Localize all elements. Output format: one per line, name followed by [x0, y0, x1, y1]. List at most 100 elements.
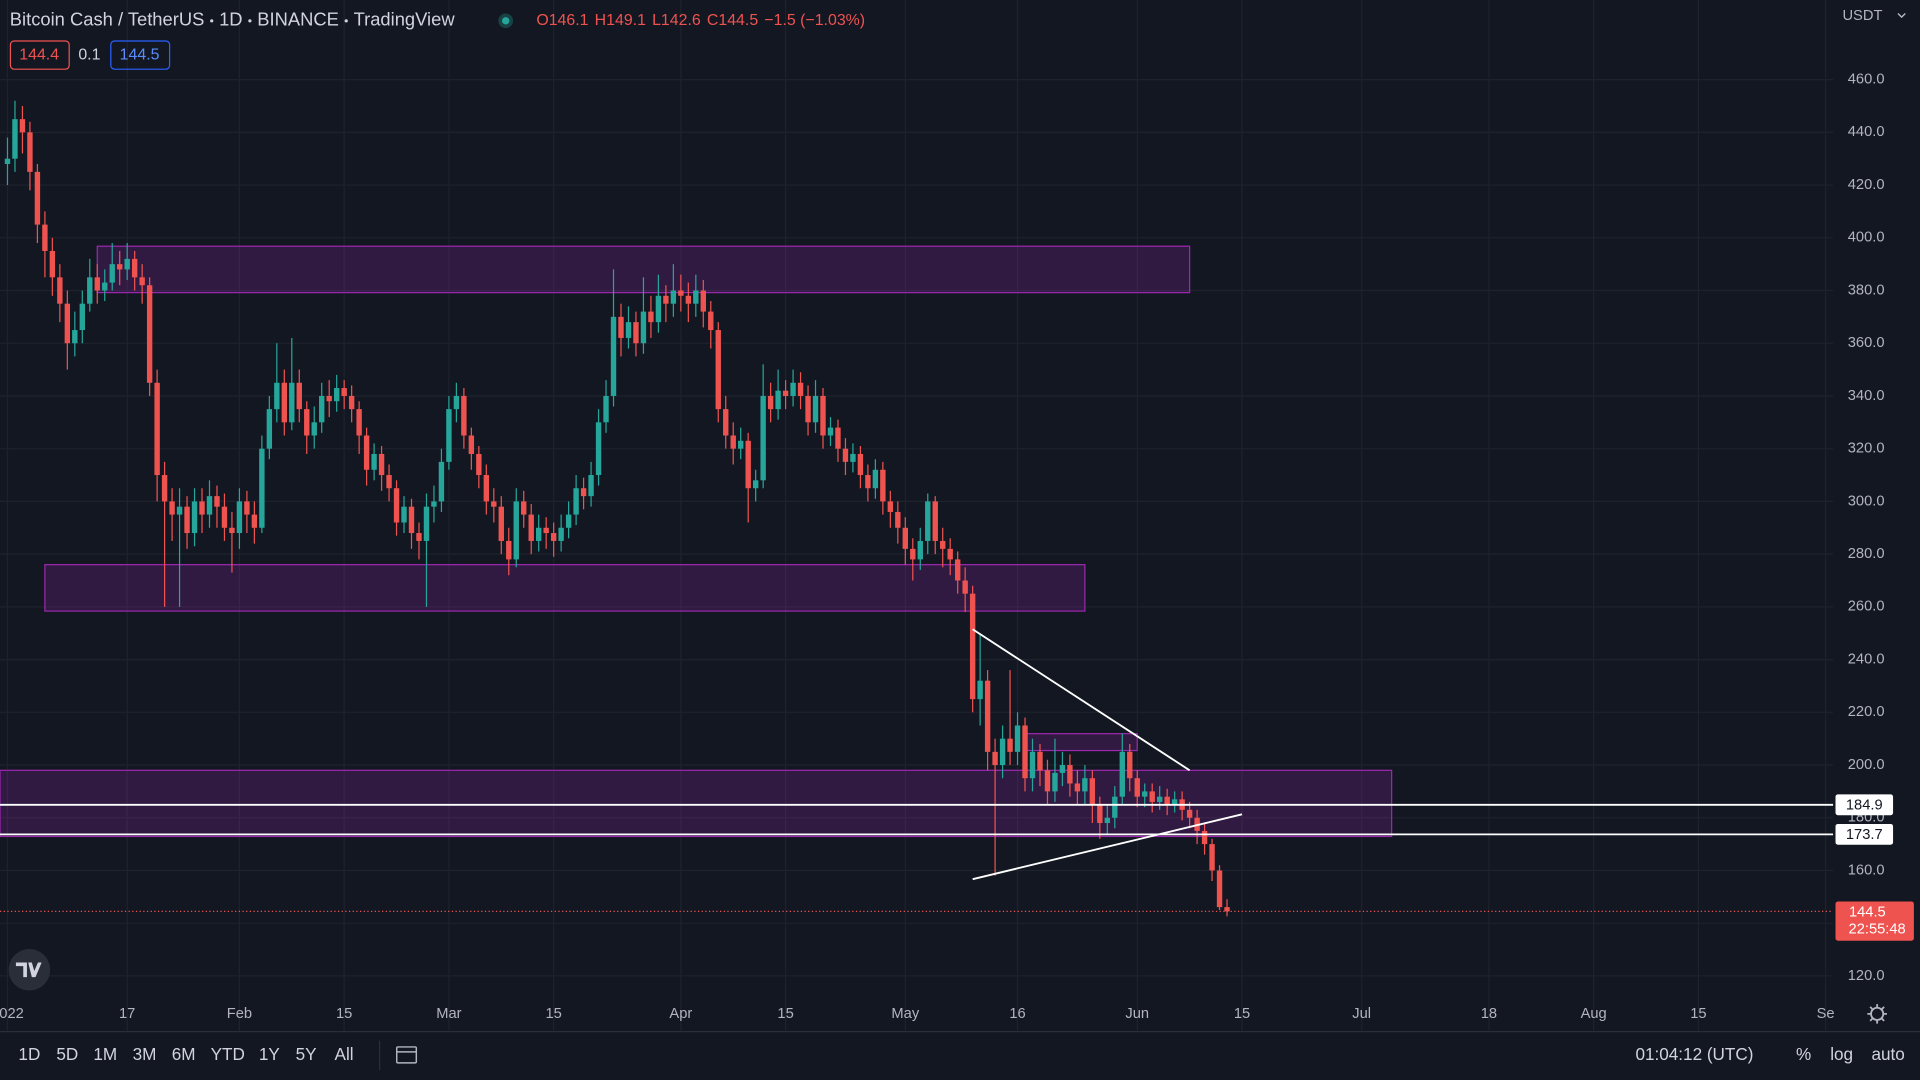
header-part: BINANCE	[257, 9, 339, 30]
x-tick-label: 2022	[0, 1006, 24, 1022]
candle-body	[625, 322, 632, 338]
currency-unit[interactable]: USDT	[1842, 8, 1882, 24]
candle-body	[857, 453, 864, 476]
candle-body	[715, 330, 721, 410]
candle-body	[992, 751, 998, 766]
scale-button[interactable]: auto	[1871, 1044, 1904, 1064]
candle-body	[1119, 751, 1125, 797]
candle-body	[386, 475, 392, 489]
range-button[interactable]: 5Y	[296, 1044, 318, 1064]
candle-body	[1029, 751, 1036, 779]
y-tick-label: 280.0	[1848, 546, 1885, 562]
range-button[interactable]: YTD	[211, 1044, 245, 1064]
candle-body	[1014, 725, 1021, 752]
scale-button[interactable]: log	[1830, 1044, 1853, 1064]
range-button[interactable]: 1Y	[259, 1044, 281, 1064]
price-tag	[1835, 794, 1894, 816]
candle-body	[633, 322, 639, 344]
candle-body	[453, 395, 460, 410]
logo-circle	[8, 948, 51, 991]
header-separator	[210, 19, 214, 23]
candle-body	[1037, 751, 1043, 771]
candle-body	[72, 330, 78, 344]
candle-body	[229, 527, 235, 534]
candle-body	[64, 303, 71, 344]
x-tick-label: 17	[119, 1006, 135, 1022]
candle-body	[408, 506, 415, 534]
candle-body	[917, 540, 923, 560]
candle-body	[1112, 796, 1118, 818]
candle-body	[895, 511, 901, 528]
axes: 120.0140.0160.0180.0200.0220.0240.0260.0…	[0, 71, 1885, 1021]
range-button[interactable]: All	[335, 1044, 354, 1064]
range-button[interactable]: 5D	[56, 1044, 78, 1064]
candle-body	[348, 395, 355, 410]
candle-body	[87, 277, 93, 304]
candle-body	[296, 382, 302, 410]
candle-body	[1149, 791, 1155, 802]
candle-body	[1209, 844, 1215, 871]
candle-body	[775, 390, 781, 410]
y-tick-label: 300.0	[1848, 493, 1885, 509]
candle-body	[1127, 751, 1133, 779]
candle-body	[476, 453, 482, 476]
candle-body	[850, 453, 856, 462]
range-button[interactable]: 1M	[93, 1044, 117, 1064]
candle-body	[423, 506, 430, 541]
candle-body	[251, 514, 258, 528]
candle-body	[887, 501, 894, 512]
scale-button[interactable]: %	[1796, 1044, 1811, 1064]
candle-body	[745, 440, 751, 489]
grid	[0, 0, 1834, 1032]
x-tick-label: Aug	[1581, 1006, 1607, 1022]
candle-body	[1074, 783, 1081, 792]
candle-body	[820, 395, 826, 436]
y-tick-label: 360.0	[1848, 335, 1885, 351]
clock[interactable]: 01:04:12 (UTC)	[1635, 1044, 1753, 1064]
range-button[interactable]: 3M	[133, 1044, 157, 1064]
y-tick-label: 120.0	[1848, 968, 1885, 984]
candle-body	[603, 395, 609, 423]
unit-chevron[interactable]	[1897, 12, 1906, 19]
candle-body	[880, 469, 886, 502]
date-range-button[interactable]	[396, 1046, 418, 1064]
candle-body	[977, 680, 983, 700]
candle-body	[640, 311, 647, 344]
candle-body	[333, 388, 340, 402]
ohlc-value: 149.1	[606, 12, 646, 29]
logo-mark	[15, 962, 42, 978]
bid-box[interactable]	[9, 40, 70, 70]
candle-body	[536, 527, 542, 541]
candle-body	[491, 501, 497, 507]
range-button[interactable]: 6M	[172, 1044, 196, 1064]
y-tick-label: 320.0	[1848, 441, 1885, 457]
candle-body	[483, 475, 490, 502]
candle-body	[1082, 778, 1088, 792]
candle-body	[371, 453, 377, 470]
candle-body	[311, 422, 317, 436]
candle-body	[363, 435, 370, 470]
tradingview-logo[interactable]	[8, 948, 51, 991]
x-tick-label: 15	[336, 1006, 352, 1022]
bid-price: 144.4	[19, 46, 59, 63]
candle-body	[797, 382, 804, 396]
candle-body	[236, 501, 243, 534]
ask-box[interactable]	[110, 40, 171, 70]
candle-body	[1044, 770, 1051, 792]
range-button[interactable]: 1D	[18, 1044, 40, 1064]
calendar-icon	[396, 1046, 418, 1064]
candle-body	[102, 282, 108, 291]
candle-body	[1097, 804, 1103, 824]
x-tick-label: Jun	[1125, 1006, 1149, 1022]
y-tick-label: 440.0	[1848, 124, 1885, 140]
ohlc-letter: H	[595, 12, 607, 29]
trendline	[972, 813, 1243, 881]
x-tick-label: Apr	[669, 1006, 692, 1022]
candle-body	[184, 506, 190, 534]
settings-icon[interactable]	[1867, 1004, 1887, 1024]
candle-body	[805, 395, 811, 423]
candle-body	[356, 409, 362, 436]
x-tick-label: Jul	[1352, 1006, 1371, 1022]
candle-body	[266, 409, 273, 449]
